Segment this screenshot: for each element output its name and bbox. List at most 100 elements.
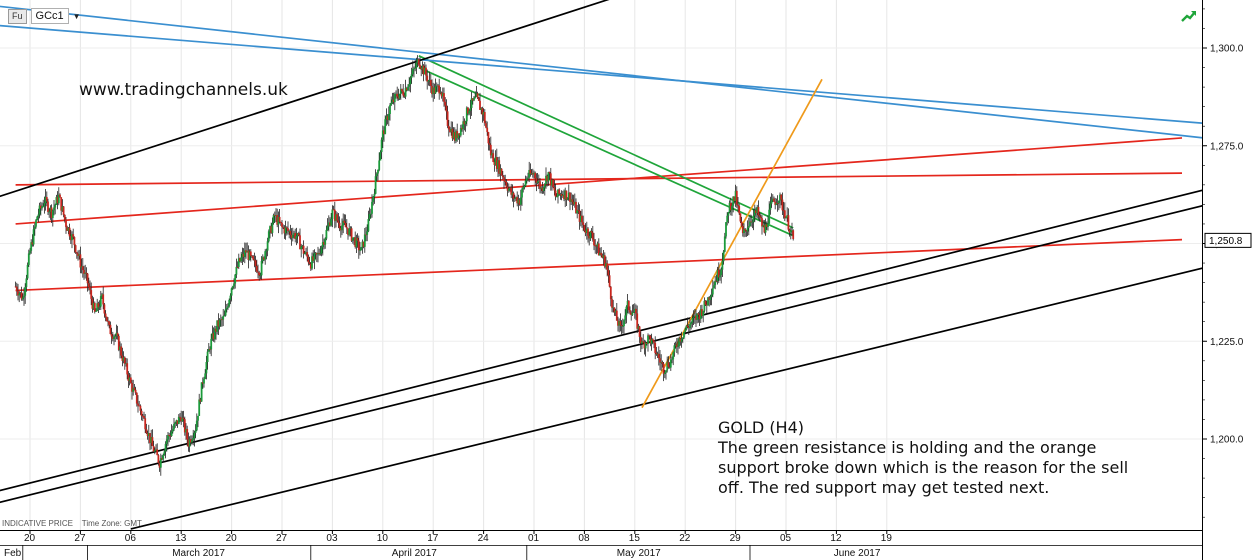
candle-body [224,309,227,316]
candle-body [648,335,651,337]
candle-body [666,362,669,371]
candle-body [498,160,501,174]
candle-body [763,225,766,233]
candle-body [57,194,60,204]
candle-body [735,190,738,205]
candle-body [209,349,211,350]
x-tick-label: 08 [578,533,590,544]
candle-body [264,251,267,260]
candle-body [512,192,515,199]
candle-body [367,219,370,232]
candle-body [781,199,784,211]
candle-body [297,233,300,236]
candle-body [619,321,622,326]
candle-body [287,228,289,232]
candle-body [153,450,156,452]
ticker-symbol[interactable]: GCc1 [30,8,69,24]
candle-body [638,326,641,337]
candle-body [543,184,546,188]
candle-body [96,303,99,311]
candle-body [607,269,610,276]
candle-body [627,300,630,311]
candle-body [325,229,328,239]
instrument-selector[interactable]: Fu GCc1 ▼ [8,8,81,24]
candle-body [80,266,83,268]
candle-body [739,213,742,222]
candle-body [560,194,563,196]
candle-body [84,272,87,274]
x-tick-label: 20 [226,533,238,544]
candle-body [608,275,611,287]
candle-body [611,299,613,308]
candle-body [105,316,108,322]
candle-body [734,190,737,202]
candle-body [786,215,789,218]
candle-body [602,255,605,258]
candle-body [399,89,402,94]
candle-body [221,319,223,321]
candle-body [24,287,27,296]
candle-body [93,302,96,312]
trendline-blue [0,5,1202,139]
candle-body [696,313,699,320]
candle-body [467,107,469,114]
trend-up-icon[interactable] [1181,9,1197,23]
candle-body [156,449,159,456]
candle-body [649,335,652,344]
candle-body [371,201,373,214]
candle-body [249,251,252,256]
candle-body [203,378,205,384]
candle-body [791,230,793,232]
candle-body [228,299,231,307]
candle-body [546,175,549,182]
trendline-red [15,238,1183,292]
candle-body [504,181,507,182]
candle-body [492,153,495,163]
candle-body [117,336,120,351]
x-tick-label: 06 [125,533,137,544]
candle-body [390,102,393,106]
candle-body [655,352,658,355]
candle-body [101,294,103,297]
x-tick-label: 22 [679,533,691,544]
candle-body [119,346,121,351]
candle-body [223,315,226,317]
last-price-tag [1204,232,1252,248]
candle-body [557,189,559,197]
candle-body [45,196,48,202]
month-label: Feb [4,548,22,559]
candle-body [632,312,635,314]
candle-body [637,326,640,329]
candle-body [440,92,443,97]
candle-body [780,194,783,200]
candle-body [86,273,89,284]
candle-body [563,194,565,200]
candle-body [210,338,213,350]
candle-body [540,187,543,189]
candle-body [474,96,477,98]
candle-body [265,250,268,252]
candle-body [145,429,148,434]
candle-body [567,192,570,199]
candle-body [708,297,711,300]
candle-body [182,417,185,420]
candle-body [187,439,190,447]
candle-body [161,458,163,460]
candle-body [671,359,673,361]
candle-body [635,308,637,314]
candle-body [213,328,216,340]
y-tick-label: 1,200.0 [1210,435,1244,446]
candle-body [339,228,342,231]
candle-body [125,363,127,365]
candle-body [159,458,162,468]
candle-body [68,227,71,237]
candle-body [491,153,493,156]
candle-body [89,287,91,291]
chevron-down-icon[interactable]: ▼ [72,11,81,21]
candle-body [133,387,136,390]
candle-body [446,111,449,126]
candle-body [548,172,551,174]
candle-body [260,260,263,276]
candle-body [501,175,504,178]
